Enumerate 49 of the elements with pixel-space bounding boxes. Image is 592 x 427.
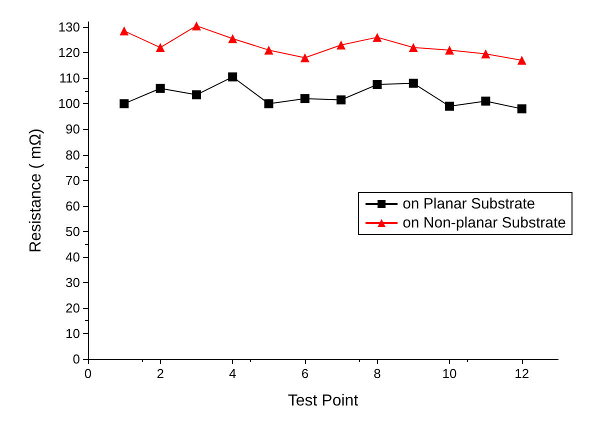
- y-tick-label: 0: [72, 352, 80, 366]
- y-tick-label: 40: [66, 249, 80, 264]
- x-tick-label: 12: [514, 366, 530, 381]
- point: [445, 102, 454, 111]
- point: [156, 84, 165, 93]
- point: [445, 46, 454, 55]
- point: [192, 21, 201, 30]
- y-tick-label: 70: [66, 172, 80, 188]
- y-tick-label: 110: [59, 70, 80, 86]
- legend-label: on Non-planar Substrate: [402, 214, 566, 232]
- point: [264, 99, 274, 108]
- y-tick-label: 130: [58, 20, 80, 35]
- y-tick-label: 100: [58, 96, 80, 112]
- point: [336, 95, 346, 104]
- y-tick-label: 120: [58, 45, 80, 60]
- legend-label: on Planar Substrate: [402, 196, 536, 212]
- y-tick-label: 60: [66, 198, 80, 214]
- point: [300, 94, 310, 104]
- point: [481, 96, 490, 106]
- point: [408, 78, 418, 88]
- x-tick-label: 4: [229, 366, 236, 381]
- point: [120, 99, 129, 108]
- point: [517, 104, 526, 114]
- x-tick-label: 8: [374, 366, 381, 381]
- y-tick-label: 50: [66, 224, 80, 239]
- point: [264, 46, 274, 55]
- y-tick-label: 30: [66, 274, 80, 290]
- point: [481, 49, 490, 58]
- point: [300, 53, 310, 62]
- x-tick-label: 6: [301, 366, 309, 381]
- y-tick-label: 20: [66, 300, 80, 316]
- point: [156, 43, 165, 52]
- point: [336, 40, 346, 50]
- point: [192, 90, 201, 100]
- y-tick-label: 80: [66, 147, 80, 162]
- point: [517, 56, 526, 65]
- y-tick-label: 10: [66, 326, 80, 341]
- x-tick-label: 2: [156, 366, 164, 381]
- point: [228, 34, 238, 44]
- x-tick-label: 10: [442, 366, 457, 381]
- x-axis-title: Test Point: [288, 392, 359, 410]
- y-axis-title: Resistance ( mΩ): [28, 128, 44, 252]
- point: [372, 80, 382, 90]
- point: [372, 32, 382, 42]
- x-tick-label: 0: [84, 366, 92, 381]
- point: [228, 72, 238, 82]
- y-tick-label: 90: [66, 122, 80, 137]
- point: [408, 43, 418, 52]
- point: [120, 26, 129, 36]
